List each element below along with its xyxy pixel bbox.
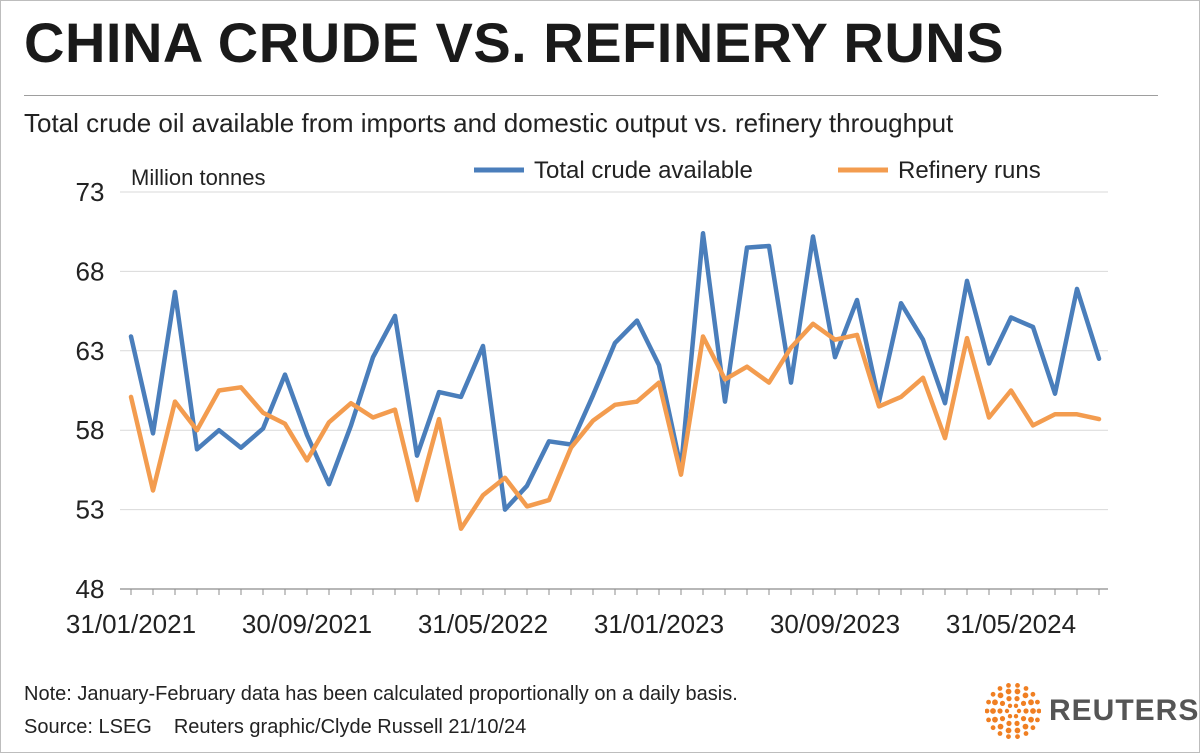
logo-dot: [992, 699, 998, 706]
logo-dot: [1028, 699, 1034, 706]
logo-dot: [1015, 683, 1020, 688]
logo-dot: [990, 725, 996, 731]
logo-dot: [1030, 725, 1036, 731]
logo-dot: [1028, 716, 1034, 723]
logo-dot: [1023, 708, 1029, 714]
logo-dot: [1013, 703, 1019, 709]
logo-dot: [1014, 727, 1021, 734]
line-chart: 48 53 58 63 68 73 31/01/2021 30/09/2021 31/05/20…: [66, 157, 1108, 639]
logo-dot: [1023, 686, 1029, 691]
logo-dot: [999, 700, 1006, 706]
series-lines: [128, 231, 1102, 531]
y-tick-label: 68: [76, 256, 105, 286]
logo-dot: [1015, 734, 1020, 739]
logo-dot: [985, 708, 990, 714]
y-tick-label: 73: [76, 177, 105, 207]
reuters-wordmark: REUTERS: [1049, 694, 1200, 727]
logo-dot: [997, 686, 1003, 691]
logo-dot: [1004, 708, 1010, 714]
logo-dot: [999, 716, 1006, 722]
logo-dot: [997, 731, 1003, 736]
logo-dot: [1005, 727, 1012, 734]
unit-label: Million tonnes: [131, 165, 266, 190]
logo-dot: [1030, 708, 1036, 714]
logo-dot: [1016, 708, 1022, 714]
logo-dot: [986, 717, 991, 723]
x-tick-label: 30/09/2021: [242, 609, 372, 639]
x-tick-label: 31/05/2024: [946, 609, 1076, 639]
credit-text: Reuters graphic/Clyde Russell 21/10/24: [173, 716, 527, 738]
x-tick-label: 31/01/2023: [594, 609, 724, 639]
logo-dot: [1006, 734, 1011, 739]
logo-dot: [1023, 731, 1029, 736]
logo-dot: [1036, 708, 1041, 714]
logo-dot: [1022, 723, 1029, 730]
logo-dot: [990, 691, 996, 697]
chart-subtitle: Total crude oil available from imports a…: [24, 108, 954, 138]
series-line-refinery-runs: [128, 321, 1102, 531]
x-tick-label: 31/05/2022: [418, 609, 548, 639]
logo-dot: [997, 692, 1004, 699]
source-line: Source: LSEG Reuters graphic/Clyde Russel…: [24, 716, 526, 739]
logo-dot: [1035, 699, 1040, 705]
footnote: Note: January-February data has been cal…: [24, 683, 738, 705]
logo-dot: [986, 699, 991, 705]
logo-dot: [1007, 713, 1013, 719]
y-tick-label: 58: [76, 415, 105, 445]
y-tick-label: 53: [76, 495, 105, 525]
logo-dot: [1020, 700, 1027, 706]
axes: 48 53 58 63 68 73 31/01/2021 30/09/2021 31/05/20…: [66, 177, 1108, 639]
logo-dot: [1014, 688, 1021, 695]
legend: Total crude available Refinery runs: [474, 157, 1041, 184]
legend-label: Total crude available: [534, 157, 753, 184]
chart-title: CHINA CRUDE VS. REFINERY RUNS: [24, 11, 1005, 74]
logo-dot: [1006, 696, 1012, 702]
logo-dot: [1014, 696, 1020, 702]
logo-dot: [1006, 720, 1012, 726]
logo-dot: [1022, 692, 1029, 699]
reuters-dots-icon: [985, 683, 1041, 739]
title-divider: [24, 95, 1158, 96]
logo-dot: [992, 716, 998, 723]
x-tick-label: 31/01/2021: [66, 609, 196, 639]
logo-dot: [1035, 717, 1040, 723]
source-text: Source: LSEG: [24, 716, 152, 738]
logo-dot: [1020, 716, 1027, 722]
logo-dot: [997, 723, 1004, 730]
logo-dot: [1005, 688, 1012, 695]
logo-dot: [990, 708, 996, 714]
reuters-logo: REUTERS: [985, 683, 1199, 739]
logo-dot: [1007, 703, 1013, 709]
legend-label: Refinery runs: [898, 157, 1041, 184]
series-line-total-crude: [128, 231, 1102, 512]
logo-dot: [1014, 720, 1020, 726]
x-tick-label: 30/09/2023: [770, 609, 900, 639]
logo-dot: [1013, 713, 1019, 719]
logo-dot: [1030, 691, 1036, 697]
y-tick-label: 63: [76, 336, 105, 366]
logo-dot: [997, 708, 1003, 714]
y-tick-label: 48: [76, 574, 105, 604]
logo-dot: [1006, 683, 1011, 688]
